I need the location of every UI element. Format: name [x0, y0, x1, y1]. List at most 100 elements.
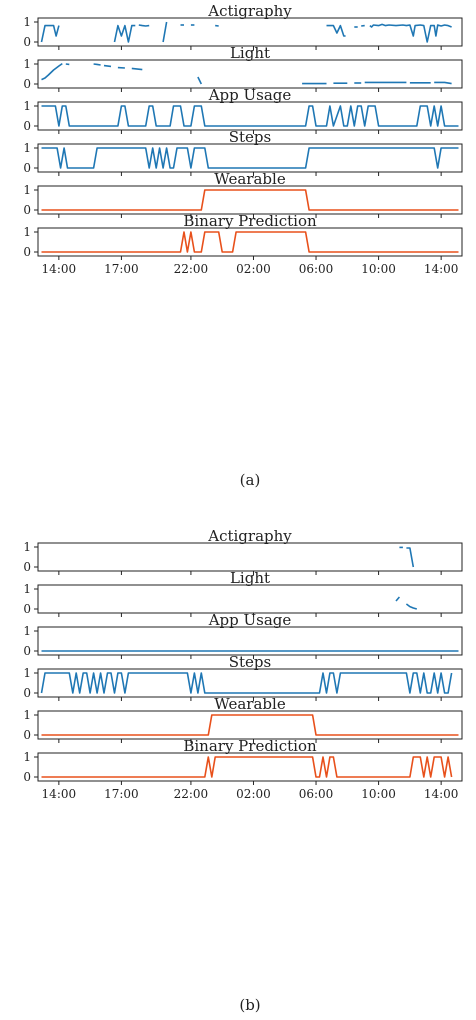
x-tick-label: 14:00	[424, 262, 459, 276]
x-tick-label: 10:00	[361, 787, 396, 801]
series-line-segment-6	[197, 76, 203, 85]
y-tick-label: 0	[23, 728, 31, 742]
series-line-segment-0	[395, 596, 401, 602]
series-line-segment-10	[369, 23, 452, 43]
series-line-segment-2	[93, 63, 101, 66]
series-line-segment-0	[40, 24, 60, 43]
y-tick-label: 0	[23, 35, 31, 49]
y-tick-label: 0	[23, 602, 31, 616]
y-tick-label: 0	[23, 245, 31, 259]
x-tick-label: 02:00	[236, 262, 271, 276]
panel-light: Light 0 1	[23, 44, 463, 92]
panel-title: Steps	[229, 653, 271, 671]
figure-caption: (b)	[239, 996, 260, 1014]
x-tick-label: 10:00	[361, 262, 396, 276]
series-line-segment-0	[41, 231, 459, 253]
y-tick-label: 1	[23, 183, 31, 197]
y-tick-label: 1	[23, 540, 31, 554]
x-tick-label: 02:00	[236, 787, 271, 801]
series-line-segment-0	[41, 147, 459, 169]
x-tick-label: 17:00	[104, 262, 139, 276]
panel-steps: Steps 0 1	[23, 128, 463, 176]
x-tick-label: 17:00	[104, 787, 139, 801]
panel-title: Actigraphy	[207, 527, 292, 545]
figure-caption: (a)	[240, 471, 261, 489]
plot-frame	[37, 227, 463, 257]
panel-title: Binary Prediction	[183, 212, 317, 230]
series-line-segment-1	[113, 24, 136, 43]
panel-binary-prediction: Binary Prediction 0 1 14:00 17:00 22:00 02:00 0…	[23, 737, 463, 801]
series-line-segment-5	[131, 67, 143, 71]
x-tick-label: 22:00	[174, 787, 209, 801]
panel-title: App Usage	[208, 611, 292, 629]
plot-frame	[37, 710, 463, 740]
plot-frame	[37, 542, 463, 572]
panel-wearable: Wearable 0 1	[23, 170, 463, 218]
y-tick-label: 1	[23, 666, 31, 680]
y-tick-label: 1	[23, 624, 31, 638]
plot-frame	[37, 143, 463, 173]
series-line-segment-1	[405, 603, 418, 610]
panel-actigraphy: Actigraphy 0 1	[23, 2, 463, 50]
x-tick-label: 14:00	[42, 787, 77, 801]
series-line-segment-0	[40, 672, 453, 694]
y-tick-label: 1	[23, 750, 31, 764]
series-line-segment-0	[41, 62, 63, 81]
y-tick-label: 0	[23, 77, 31, 91]
y-tick-label: 0	[23, 203, 31, 217]
y-tick-label: 0	[23, 119, 31, 133]
x-tick-label: 06:00	[299, 787, 334, 801]
panel-title: Wearable	[214, 170, 286, 188]
series-line-segment-3	[103, 64, 112, 68]
y-tick-label: 1	[23, 582, 31, 596]
series-line-segment-0	[41, 105, 459, 127]
panel-wearable: Wearable 0 1	[23, 695, 463, 743]
y-tick-label: 0	[23, 161, 31, 175]
plot-frame	[37, 668, 463, 698]
panel-app-usage: App Usage 0 1	[23, 611, 463, 659]
y-tick-label: 1	[23, 708, 31, 722]
panel-binary-prediction: Binary Prediction 0 1 14:00 17:00 22:00 02:00 0…	[23, 212, 463, 276]
y-tick-label: 0	[23, 770, 31, 784]
y-tick-label: 1	[23, 141, 31, 155]
panel-title: App Usage	[208, 86, 292, 104]
plot-frame	[37, 101, 463, 131]
panel-title: Light	[230, 569, 270, 587]
y-tick-label: 0	[23, 560, 31, 574]
plot-frame	[37, 752, 463, 782]
y-tick-label: 0	[23, 686, 31, 700]
y-tick-label: 1	[23, 99, 31, 113]
panel-title: Wearable	[214, 695, 286, 713]
series-line-segment-0	[41, 189, 459, 211]
x-tick-label: 22:00	[174, 262, 209, 276]
plot-frame	[37, 185, 463, 215]
series-line-segment-12	[434, 81, 452, 85]
series-line-segment-0	[41, 756, 453, 778]
series-line-segment-1	[406, 547, 415, 568]
y-tick-label: 0	[23, 644, 31, 658]
x-tick-label: 14:00	[424, 787, 459, 801]
series-line-segment-0	[41, 714, 459, 736]
panel-title: Actigraphy	[207, 2, 292, 20]
plot-frame	[37, 59, 463, 89]
x-tick-label: 06:00	[299, 262, 334, 276]
y-tick-label: 1	[23, 225, 31, 239]
series-line-segment-2	[138, 24, 150, 27]
panel-app-usage: App Usage 0 1	[23, 86, 463, 134]
panel-title: Steps	[229, 128, 271, 146]
panel-actigraphy: Actigraphy 0 1	[23, 527, 463, 575]
y-tick-label: 1	[23, 15, 31, 29]
panel-steps: Steps 0 1	[23, 653, 463, 701]
panel-title: Binary Prediction	[183, 737, 317, 755]
panel-light: Light 0 1	[23, 569, 463, 617]
panel-title: Light	[230, 44, 270, 62]
plot-frame	[37, 17, 463, 47]
y-tick-label: 1	[23, 57, 31, 71]
plot-frame	[37, 626, 463, 656]
series-line-segment-7	[326, 24, 346, 37]
plot-frame	[37, 584, 463, 614]
series-line-segment-3	[162, 21, 168, 43]
